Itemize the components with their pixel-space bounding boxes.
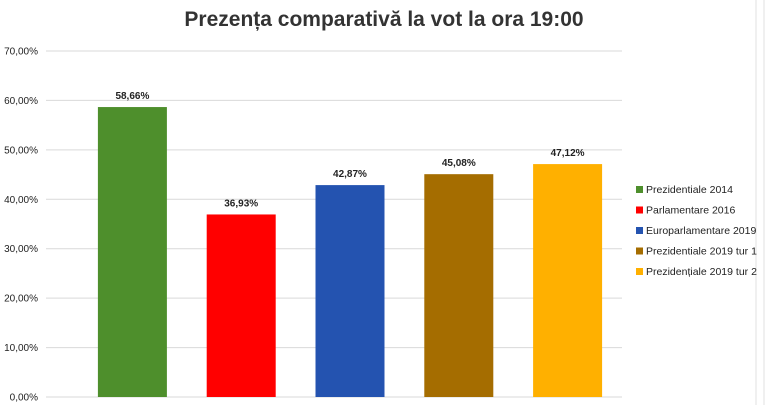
data-label: 45,08% xyxy=(442,158,476,169)
bar xyxy=(315,185,385,397)
legend-label: Europarlamentare 2019 xyxy=(646,225,756,237)
y-tick-label: 40,00% xyxy=(4,195,38,206)
data-label: 47,12% xyxy=(551,148,585,159)
legend-swatch xyxy=(636,247,643,255)
bar xyxy=(424,174,494,397)
legend-swatch xyxy=(636,186,643,193)
legend-swatch xyxy=(636,227,643,234)
y-tick-label: 50,00% xyxy=(4,145,38,156)
bar xyxy=(206,214,276,397)
bar xyxy=(97,107,167,397)
legend-swatch xyxy=(636,206,643,214)
legend-label: Prezidențiale 2019 tur 2 xyxy=(646,266,757,278)
y-tick-label: 10,00% xyxy=(4,343,38,354)
data-label: 36,93% xyxy=(224,198,258,209)
data-label: 58,66% xyxy=(115,91,149,102)
y-tick-label: 70,00% xyxy=(4,47,38,58)
y-tick-label: 20,00% xyxy=(4,294,38,305)
bar xyxy=(533,164,603,397)
legend-swatch xyxy=(636,268,643,275)
y-tick-label: 0,00% xyxy=(10,393,38,404)
legend-label: Prezidentiale 2019 tur 1 xyxy=(646,246,757,258)
legend-label: Prezidentiale 2014 xyxy=(646,184,733,196)
y-tick-label: 30,00% xyxy=(4,244,38,255)
data-label: 42,87% xyxy=(333,169,367,180)
legend-label: Parlamentare 2016 xyxy=(646,205,735,217)
chart-title: Prezența comparativă la vot la ora 19:00 xyxy=(184,8,584,31)
y-tick-label: 60,00% xyxy=(4,96,38,107)
